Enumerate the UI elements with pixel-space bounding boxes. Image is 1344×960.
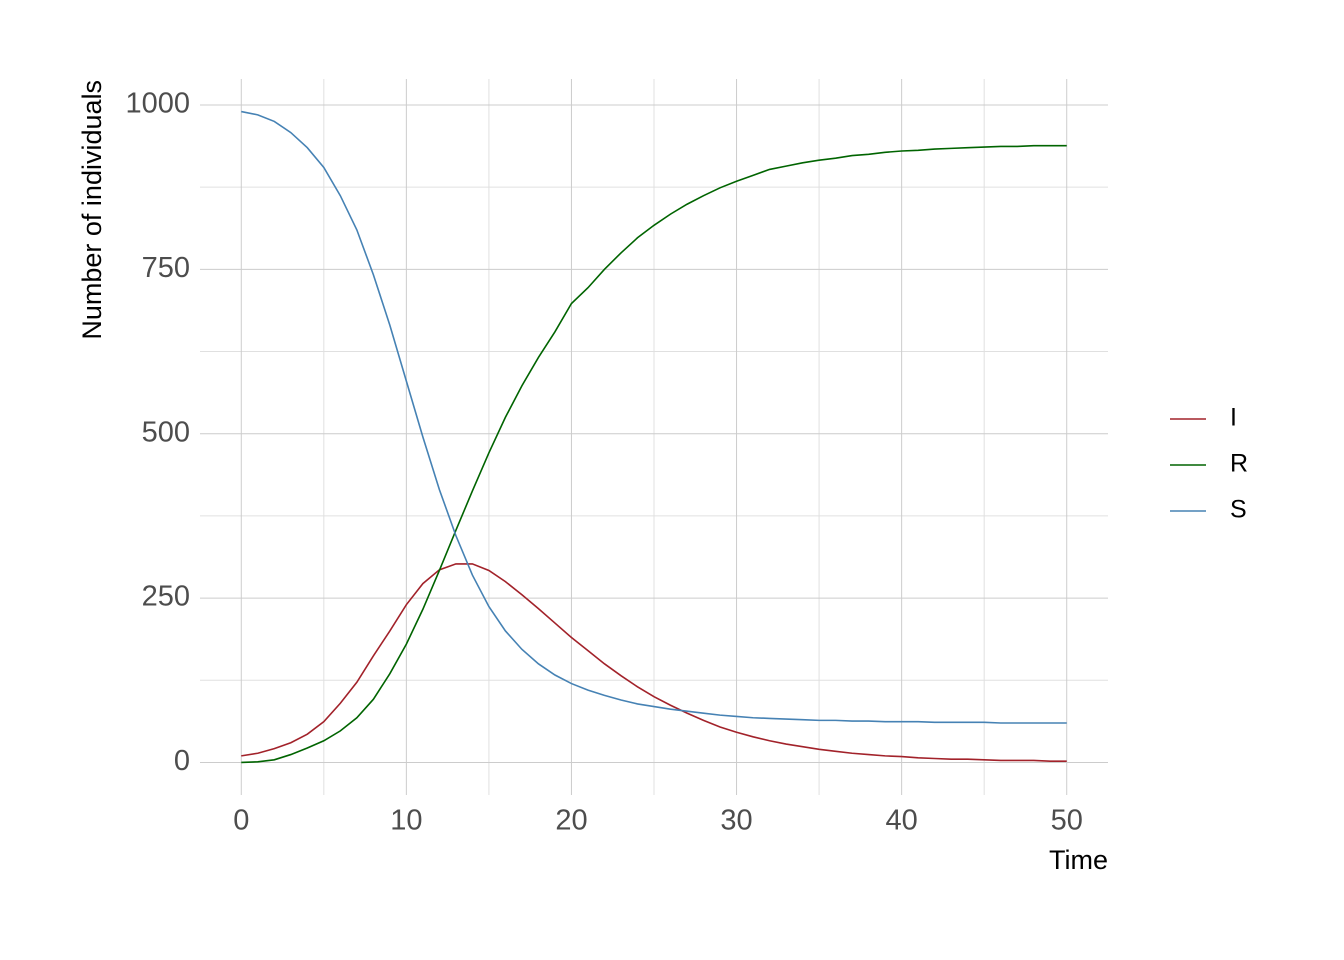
line-series — [241, 110, 1067, 724]
x-tick-label: 50 — [1051, 805, 1083, 837]
y-tick-label: 500 — [142, 416, 190, 448]
x-tick-label: 40 — [886, 805, 918, 837]
y-tick-label: 0 — [174, 745, 190, 777]
line-series — [241, 144, 1067, 764]
x-axis-title: Time — [1049, 845, 1108, 875]
y-tick-label: 250 — [142, 581, 190, 613]
legend-label: I — [1230, 404, 1237, 432]
legend-label: R — [1230, 450, 1248, 478]
y-axis-title: Number of individuals — [77, 80, 107, 340]
y-tick-label: 1000 — [125, 88, 190, 120]
x-tick-label: 0 — [233, 805, 249, 837]
x-tick-label: 30 — [720, 805, 752, 837]
legend-label: S — [1230, 496, 1247, 524]
line-series — [241, 563, 1067, 762]
y-tick-label: 750 — [142, 252, 190, 284]
x-tick-label: 10 — [390, 805, 422, 837]
x-tick-label: 20 — [555, 805, 587, 837]
